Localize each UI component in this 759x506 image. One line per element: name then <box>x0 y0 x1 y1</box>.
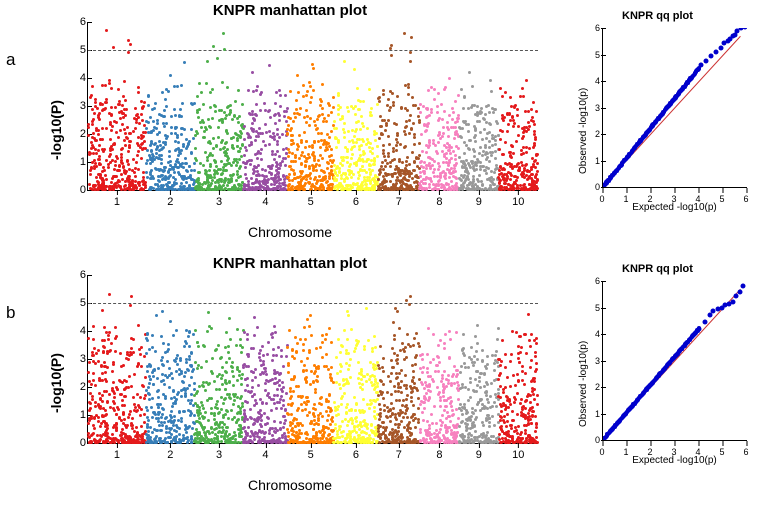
xtick: 7 <box>396 196 402 208</box>
chromosome-cluster <box>287 22 333 190</box>
ytick: 3 <box>66 353 86 365</box>
chromosome-cluster <box>459 275 498 443</box>
xtick: 2 <box>167 196 173 208</box>
chromosome-cluster <box>243 275 287 443</box>
ytick: 3 <box>66 100 86 112</box>
chromosome-cluster <box>334 22 378 190</box>
chromosome-cluster <box>146 22 195 190</box>
chromosome-cluster <box>195 275 244 443</box>
chromosome-cluster <box>334 275 378 443</box>
xtick: 6 <box>353 196 359 208</box>
manhattan-a-ylabel: -log10(P) <box>48 100 64 160</box>
ytick: 2 <box>66 381 86 393</box>
chromosome-cluster <box>499 22 538 190</box>
ytick: 2 <box>580 382 600 392</box>
xtick: 4 <box>262 196 268 208</box>
ytick: 1 <box>580 409 600 419</box>
ytick: 6 <box>580 23 600 33</box>
qq-b-title: KNPR qq plot <box>560 263 755 275</box>
manhattan-b: KNPR manhattan plot -log10(P) 0 1 2 3 4 5 6 1 2… <box>30 253 550 496</box>
ytick: 4 <box>580 329 600 339</box>
ytick: 0 <box>66 437 86 449</box>
manhattan-a: KNPR manhattan plot -log10(P) 0 1 2 3 4 5 6 1 2… <box>30 0 550 243</box>
chromosome-cluster <box>420 22 459 190</box>
ytick: 3 <box>580 103 600 113</box>
qq-a-clip <box>603 28 747 187</box>
ytick: 0 <box>580 435 600 445</box>
ytick: 4 <box>66 72 86 84</box>
chromosome-cluster <box>287 275 333 443</box>
xtick: 3 <box>216 449 222 461</box>
qq-b: KNPR qq plot Observed -log10(p) 0123456 … <box>560 261 755 491</box>
ytick: 1 <box>66 409 86 421</box>
manhattan-b-ylabel: -log10(P) <box>48 353 64 413</box>
ytick: 5 <box>580 50 600 60</box>
ytick: 6 <box>66 269 86 281</box>
xtick: 8 <box>436 449 442 461</box>
xtick: 2 <box>167 449 173 461</box>
ytick: 0 <box>580 182 600 192</box>
xtick: 5 <box>308 449 314 461</box>
qq-a-plot <box>602 28 747 188</box>
ytick: 2 <box>66 128 86 140</box>
manhattan-a-yticks: 0123456 <box>66 22 86 190</box>
chromosome-cluster <box>459 22 498 190</box>
xtick: 1 <box>114 449 120 461</box>
qq-a: KNPR qq plot Observed -log10(p) 0123456 … <box>560 8 755 238</box>
chromosome-cluster <box>243 22 287 190</box>
qq-a-yticks: 0123456 <box>582 28 600 188</box>
ytick: 5 <box>66 44 86 56</box>
manhattan-a-xlabel: Chromosome <box>30 224 550 240</box>
figure-page: a KNPR manhattan plot -log10(P) 0 1 2 3 4 5 6 … <box>0 0 759 506</box>
qq-a-title: KNPR qq plot <box>560 10 755 22</box>
qq-b-xlabel: Expected -log10(p) <box>602 455 747 466</box>
xtick: 5 <box>308 196 314 208</box>
chromosome-cluster <box>420 275 459 443</box>
manhattan-a-title: KNPR manhattan plot <box>30 2 550 19</box>
ytick: 4 <box>580 76 600 86</box>
manhattan-b-plot <box>88 275 538 443</box>
ytick: 4 <box>66 325 86 337</box>
xtick: 8 <box>436 196 442 208</box>
ytick: 2 <box>580 129 600 139</box>
chromosome-cluster <box>146 275 195 443</box>
ytick: 5 <box>66 297 86 309</box>
manhattan-b-yticks: 0123456 <box>66 275 86 443</box>
panel-a: a KNPR manhattan plot -log10(P) 0 1 2 3 4 5 6 … <box>0 0 759 253</box>
xtick: 3 <box>216 196 222 208</box>
chromosome-cluster <box>499 275 538 443</box>
ytick: 5 <box>580 303 600 313</box>
qq-b-plot <box>602 281 747 441</box>
qq-a-xlabel: Expected -log10(p) <box>602 202 747 213</box>
xtick: 9 <box>476 196 482 208</box>
ytick: 3 <box>580 356 600 366</box>
ytick: 6 <box>66 16 86 28</box>
chromosome-cluster <box>195 22 244 190</box>
manhattan-b-xlabel: Chromosome <box>30 477 550 493</box>
qq-b-clip <box>603 281 747 440</box>
ytick: 1 <box>66 156 86 168</box>
manhattan-b-title: KNPR manhattan plot <box>30 255 550 272</box>
ytick: 6 <box>580 276 600 286</box>
chromosome-cluster <box>378 275 420 443</box>
manhattan-a-xticks: 1 2 3 4 5 6 7 8 9 10 <box>88 190 538 220</box>
chromosome-cluster <box>88 22 146 190</box>
xtick: 4 <box>262 449 268 461</box>
xtick: 6 <box>353 449 359 461</box>
qq-b-yticks: 0123456 <box>582 281 600 441</box>
ytick: 0 <box>66 184 86 196</box>
panel-label-b: b <box>6 303 15 323</box>
xtick: 1 <box>114 196 120 208</box>
xtick: 9 <box>476 449 482 461</box>
chromosome-cluster <box>88 275 146 443</box>
chromosome-cluster <box>378 22 420 190</box>
xtick: 10 <box>512 449 524 461</box>
manhattan-a-plot <box>88 22 538 190</box>
manhattan-b-xticks: 1 2 3 4 5 6 7 8 9 10 <box>88 443 538 473</box>
panel-b: b KNPR manhattan plot -log10(P) 0 1 2 3 4 5 6 … <box>0 253 759 506</box>
panel-label-a: a <box>6 50 15 70</box>
ytick: 1 <box>580 156 600 166</box>
xtick: 7 <box>396 449 402 461</box>
xtick: 10 <box>512 196 524 208</box>
